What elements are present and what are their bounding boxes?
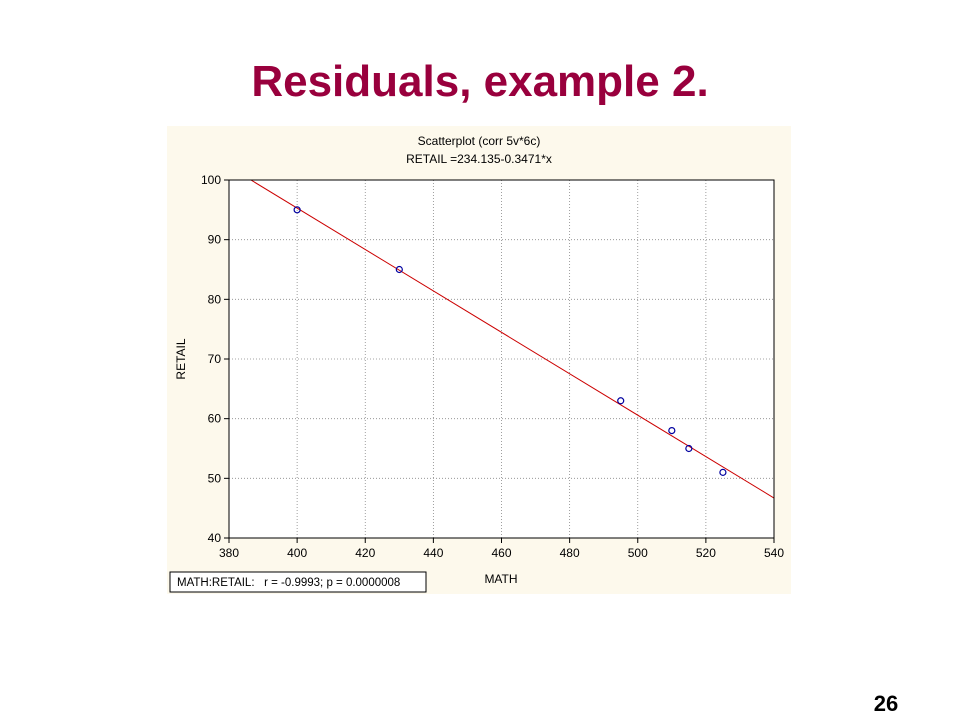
data-point xyxy=(685,444,693,453)
x-tick-label: 400 xyxy=(287,546,307,560)
chart-equation: RETAIL =234.135-0.3471*x xyxy=(406,152,552,166)
data-point xyxy=(668,427,676,435)
gridlines xyxy=(229,180,774,538)
x-tick-label: 380 xyxy=(219,546,239,560)
y-tick-label: 70 xyxy=(208,352,222,366)
y-tick-label: 60 xyxy=(208,412,222,426)
legend-box xyxy=(169,571,427,593)
x-axis-ticks: 380 400 420 440 460 480 500 520 540 xyxy=(219,538,784,560)
y-tick-label: 100 xyxy=(201,173,221,187)
chart-title: Scatterplot (corr 5v*6c) xyxy=(418,134,541,148)
x-tick-label: 520 xyxy=(696,546,716,560)
x-tick-label: 460 xyxy=(491,546,511,560)
legend-text: MATH:RETAIL: r = -0.9993; p = 0.0000008 xyxy=(177,577,400,589)
slide-title: Residuals, example 2. xyxy=(251,57,709,106)
x-tick-label: 440 xyxy=(423,546,443,560)
fit-line-group xyxy=(250,179,775,499)
x-tick-label: 420 xyxy=(355,546,375,560)
data-point xyxy=(617,397,625,405)
page-number: 26 xyxy=(873,691,899,716)
y-axis-ticks: 40 50 60 70 80 90 100 xyxy=(201,173,229,545)
regression-line xyxy=(250,179,775,499)
data-point xyxy=(395,265,403,274)
data-points xyxy=(293,206,727,476)
scatterplot-chart: Scatterplot (corr 5v*6c) RETAIL =234.135… xyxy=(167,126,791,594)
data-point xyxy=(719,468,727,476)
x-tick-label: 480 xyxy=(560,546,580,560)
x-tick-label: 500 xyxy=(628,546,648,560)
y-tick-label: 80 xyxy=(208,292,222,306)
y-tick-label: 90 xyxy=(208,233,222,247)
scatterplot-svg: Scatterplot (corr 5v*6c) RETAIL =234.135… xyxy=(167,126,791,594)
y-tick-label: 50 xyxy=(208,471,222,485)
x-tick-label: 540 xyxy=(764,546,784,560)
y-axis-label: RETAIL xyxy=(174,338,188,379)
x-axis-label: MATH xyxy=(484,572,517,586)
y-tick-label: 40 xyxy=(208,531,222,545)
data-point xyxy=(293,206,301,214)
